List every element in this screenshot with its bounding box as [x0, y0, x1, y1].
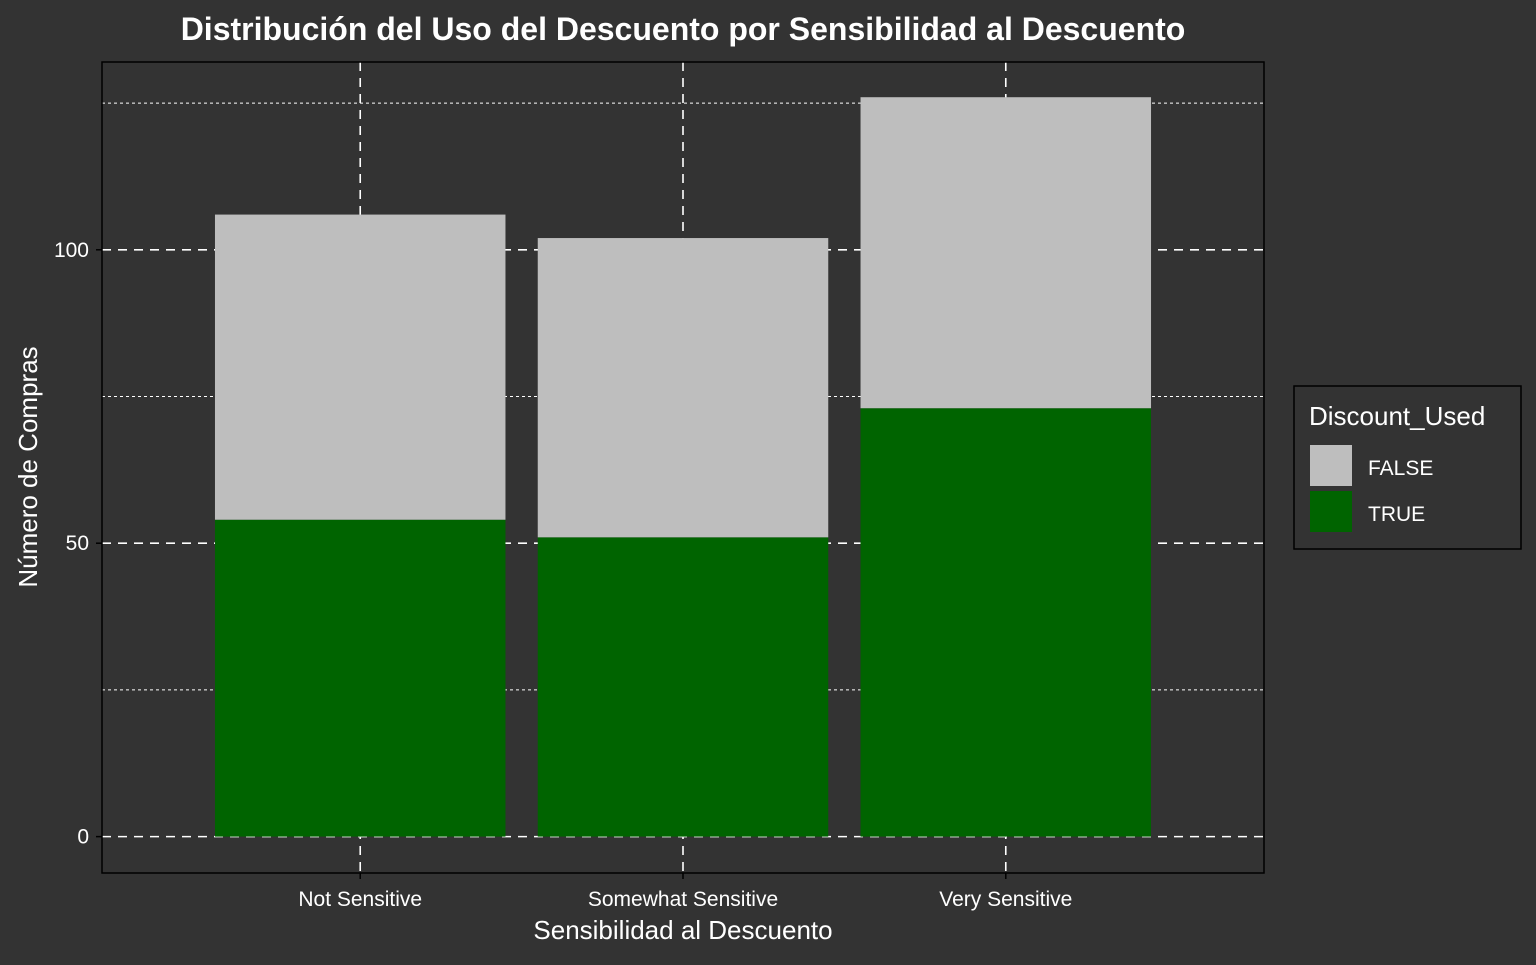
legend-title: Discount_Used — [1309, 401, 1485, 431]
x-axis-title: Sensibilidad al Descuento — [533, 915, 832, 945]
legend-label-true: TRUE — [1368, 503, 1425, 526]
legend-label-false: FALSE — [1368, 457, 1433, 480]
bar-true-very-sensitive — [860, 408, 1152, 837]
y-tick-label: 100 — [54, 239, 89, 262]
chart-title: Distribución del Uso del Descuento por S… — [181, 11, 1186, 47]
y-axis-title: Número de Compras — [13, 346, 43, 587]
ticks-layer: 0 50 100 Not Sensitive Somewhat Sensitive Ver… — [54, 239, 1072, 911]
bar-false-somewhat-sensitive — [537, 238, 829, 538]
bar-false-very-sensitive — [860, 97, 1152, 409]
legend-box — [1293, 385, 1522, 550]
x-tick-label: Somewhat Sensitive — [588, 888, 778, 911]
bars-layer — [214, 97, 1152, 837]
x-tick-label: Very Sensitive — [939, 888, 1072, 911]
legend-swatch-true — [1310, 491, 1352, 532]
bar-true-somewhat-sensitive — [537, 537, 829, 837]
y-tick-label: 0 — [77, 826, 89, 849]
legend-swatch-false — [1310, 445, 1352, 486]
bar-false-not-sensitive — [214, 214, 506, 520]
bar-true-not-sensitive — [214, 519, 506, 837]
legend: Discount_Used FALSE TRUE — [1293, 385, 1522, 550]
y-tick-label: 50 — [66, 532, 89, 555]
x-tick-label: Not Sensitive — [298, 888, 422, 911]
